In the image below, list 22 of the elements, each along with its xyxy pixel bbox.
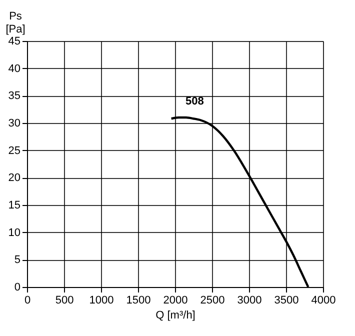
x-tick-label: 3000 — [237, 294, 262, 306]
y-tick-label: 10 — [8, 226, 20, 239]
x-tick-label: 2500 — [200, 294, 225, 306]
x-tick-label: 0 — [24, 294, 31, 306]
y-tick-label: 40 — [8, 62, 20, 75]
y-tick-label: 0 — [14, 282, 20, 294]
y-axis-title: Ps [Pa] — [6, 10, 26, 36]
y-tick-label: 30 — [8, 118, 20, 130]
x-tick-label: 2000 — [163, 294, 188, 306]
y-tick-label: 35 — [8, 90, 20, 102]
x-tick-label: 4000 — [311, 294, 336, 306]
y-tick-label: 45 — [8, 36, 20, 48]
y-tick-label: 20 — [8, 172, 20, 184]
x-tick-label: 1500 — [126, 294, 151, 306]
x-tick-label: 3500 — [274, 294, 299, 306]
x-tick-label: 1000 — [89, 294, 114, 306]
y-tick-label: 15 — [8, 200, 20, 212]
x-tick-label: 500 — [55, 294, 74, 306]
y-tick-label: 5 — [14, 254, 20, 266]
x-axis-title: Q [m³/h] — [156, 310, 196, 322]
y-tick-label: 25 — [8, 144, 20, 157]
series-label: 508 — [186, 96, 204, 108]
